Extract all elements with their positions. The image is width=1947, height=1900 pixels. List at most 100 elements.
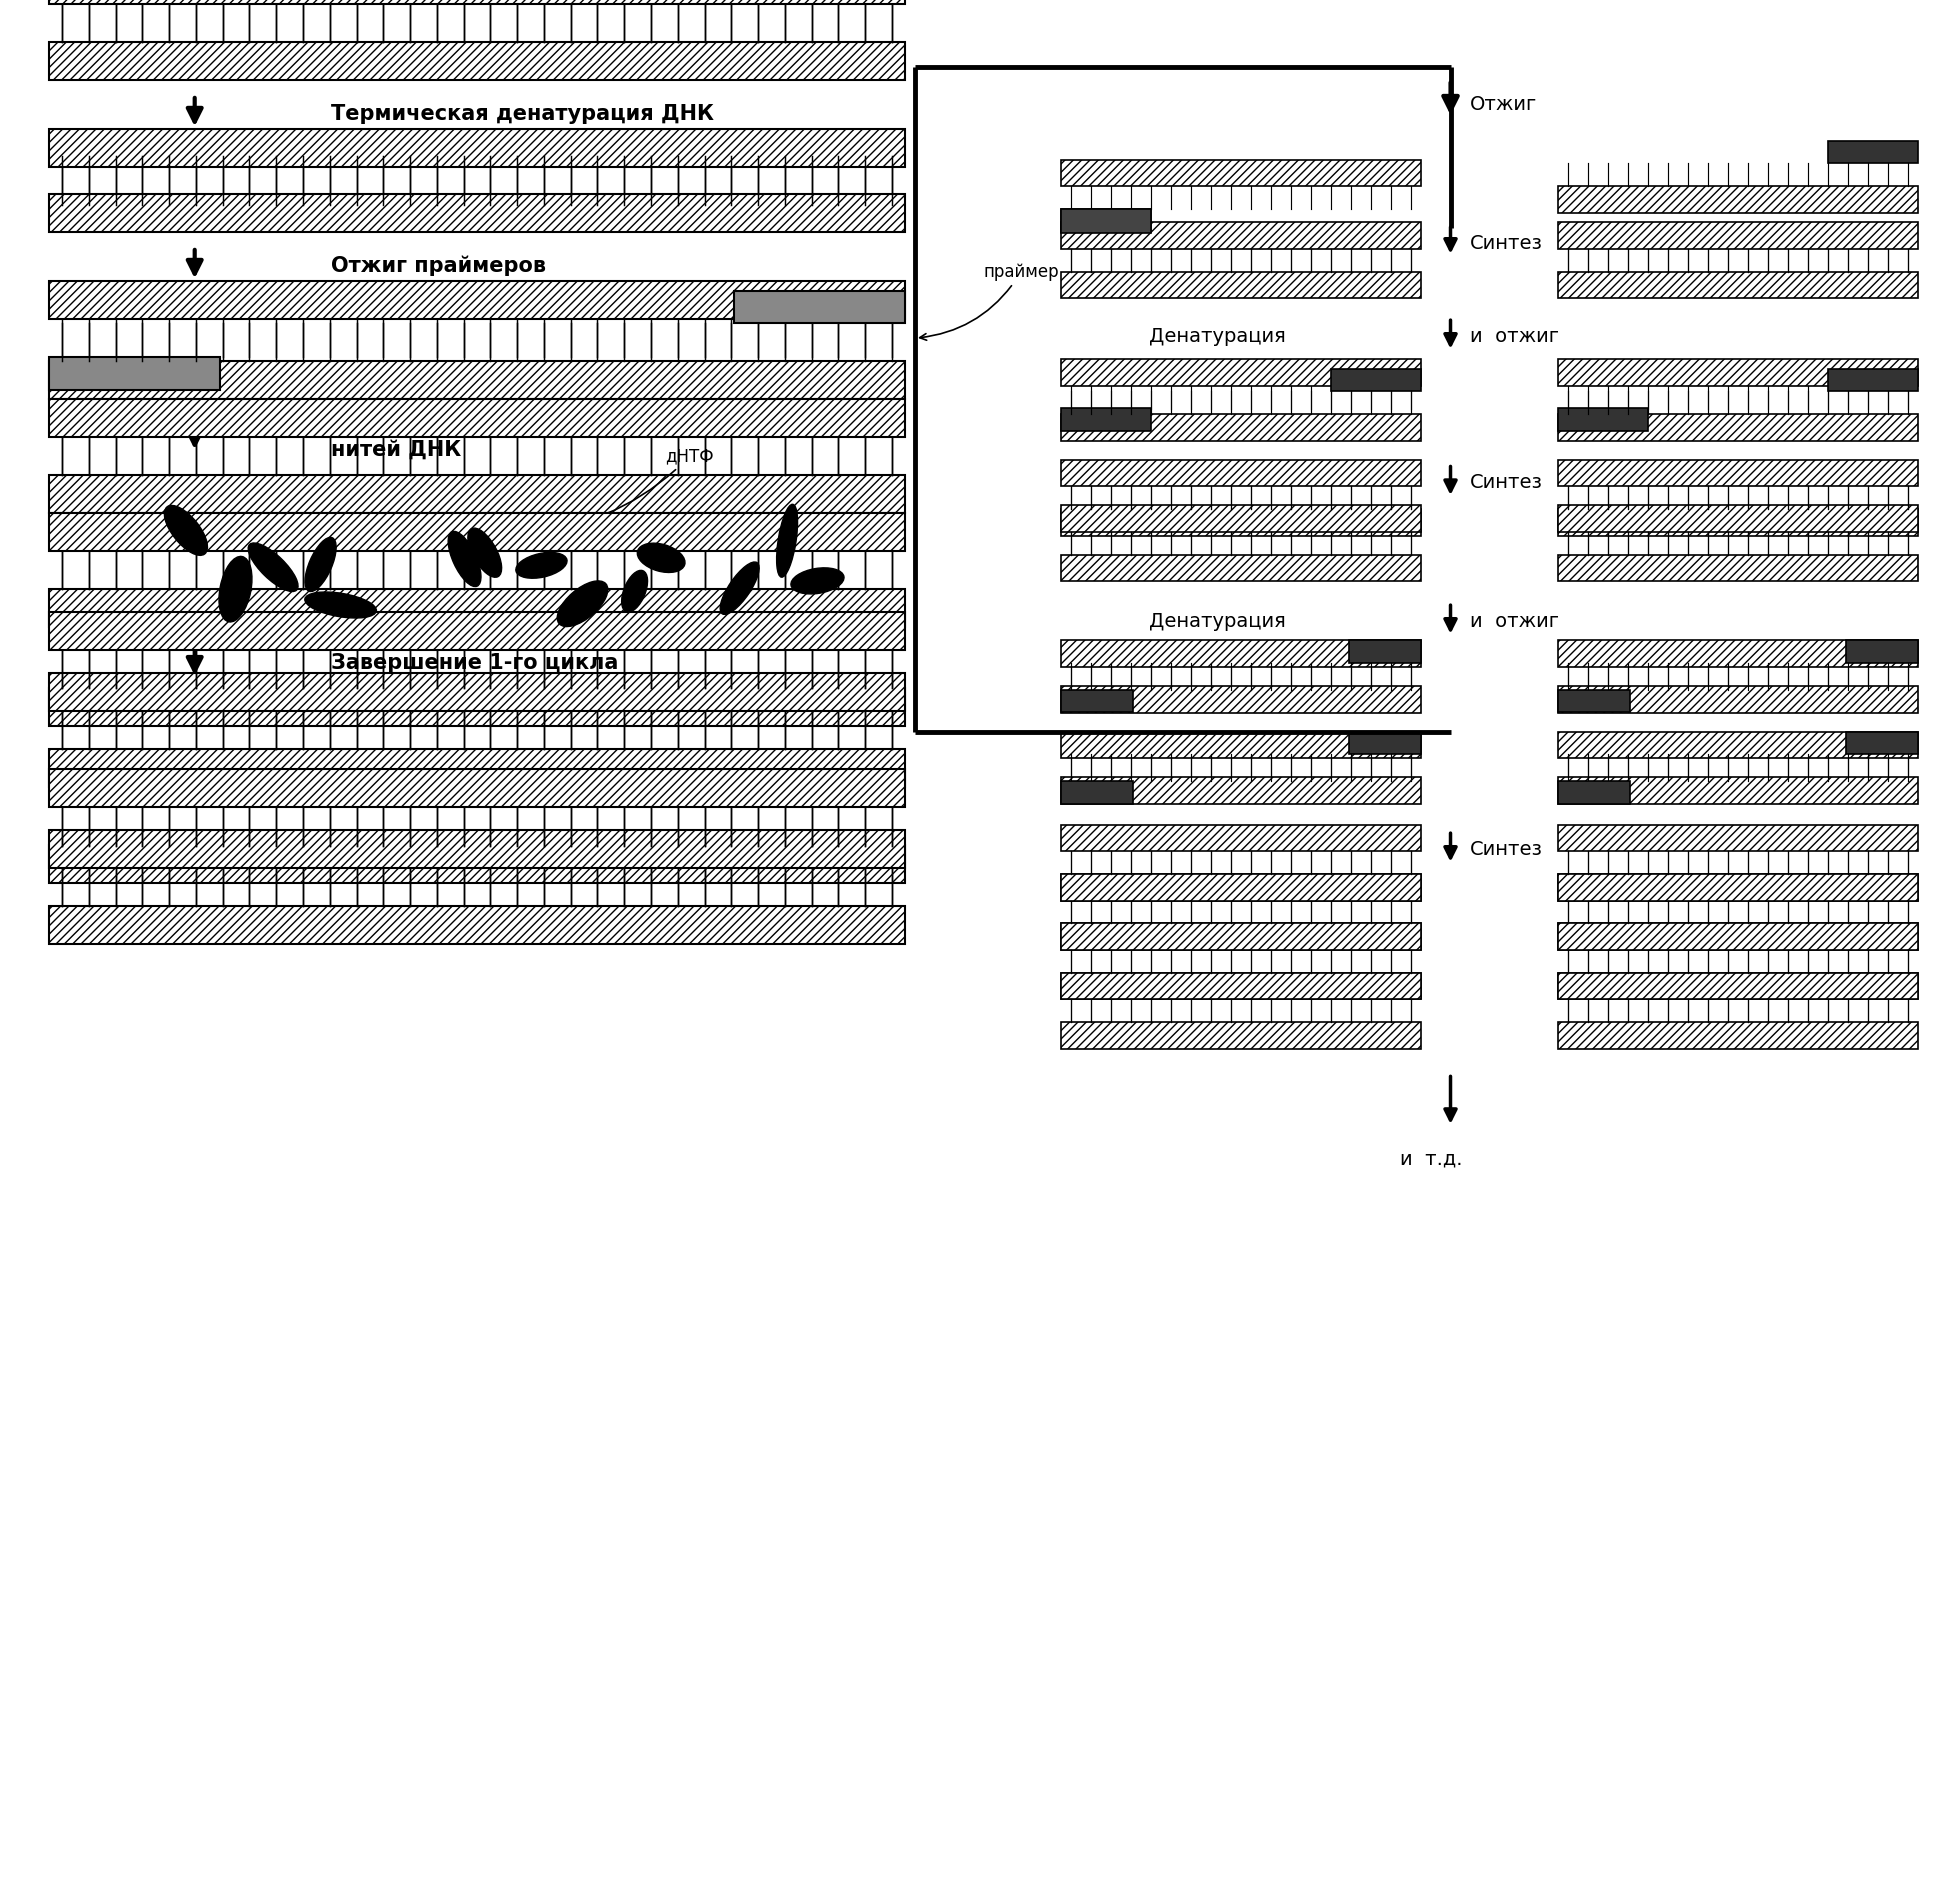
Bar bbox=[1061, 923, 1421, 950]
Bar bbox=[1558, 686, 1918, 712]
Bar bbox=[1061, 408, 1151, 431]
Bar bbox=[1558, 359, 1918, 386]
Bar bbox=[49, 475, 905, 513]
Bar bbox=[1061, 209, 1151, 232]
Bar bbox=[1061, 923, 1421, 950]
Ellipse shape bbox=[306, 593, 376, 618]
Bar bbox=[49, 281, 905, 319]
Text: и  отжиг: и отжиг bbox=[1470, 327, 1560, 346]
Bar bbox=[49, 673, 905, 711]
Bar bbox=[1558, 777, 1918, 804]
Bar bbox=[49, 0, 905, 4]
Text: Синтез: Синтез bbox=[1470, 234, 1542, 253]
Bar bbox=[1061, 160, 1421, 186]
Bar bbox=[1558, 555, 1918, 581]
Bar bbox=[49, 906, 905, 944]
Bar bbox=[1061, 874, 1421, 901]
Ellipse shape bbox=[247, 543, 298, 591]
Text: Отжиг праймеров: Отжиг праймеров bbox=[331, 256, 545, 275]
Bar bbox=[1349, 640, 1421, 663]
Bar bbox=[1846, 640, 1918, 663]
Text: Синтез: Синтез bbox=[1470, 840, 1542, 859]
Bar bbox=[1061, 359, 1421, 386]
Bar bbox=[1061, 640, 1421, 667]
Bar bbox=[1558, 408, 1647, 431]
Ellipse shape bbox=[516, 553, 567, 578]
Ellipse shape bbox=[637, 543, 685, 572]
Bar bbox=[1558, 923, 1918, 950]
Bar bbox=[49, 357, 220, 389]
Bar bbox=[1061, 272, 1421, 298]
Bar bbox=[1061, 209, 1151, 234]
Bar bbox=[1558, 874, 1918, 901]
Bar bbox=[49, 513, 905, 551]
Bar bbox=[1061, 1022, 1421, 1049]
Ellipse shape bbox=[218, 557, 251, 621]
Bar bbox=[1061, 825, 1421, 851]
Bar bbox=[1558, 272, 1918, 298]
Bar bbox=[1558, 781, 1630, 804]
Text: Термическая денатурация ДНК: Термическая денатурация ДНК bbox=[331, 104, 715, 124]
Bar bbox=[1061, 781, 1133, 804]
Text: праймер: праймер bbox=[919, 262, 1059, 340]
Bar bbox=[1061, 874, 1421, 901]
Text: Синтез: Синтез bbox=[1470, 473, 1542, 492]
Bar bbox=[1558, 973, 1918, 999]
Bar bbox=[1061, 460, 1421, 486]
Bar bbox=[1558, 505, 1918, 532]
Bar bbox=[1061, 777, 1421, 804]
Bar bbox=[1061, 690, 1133, 712]
Bar bbox=[1828, 369, 1918, 391]
Bar bbox=[49, 612, 905, 650]
Bar bbox=[49, 42, 905, 80]
Bar bbox=[1061, 686, 1421, 712]
Bar bbox=[49, 749, 905, 787]
Text: Завершение 1-го цикла: Завершение 1-го цикла bbox=[331, 654, 619, 673]
Bar bbox=[49, 770, 905, 807]
Bar bbox=[1061, 505, 1421, 532]
Bar bbox=[1558, 460, 1918, 486]
Bar bbox=[49, 846, 905, 884]
Bar bbox=[1846, 732, 1918, 754]
Text: Синтез комплементарных
нитей ДНК: Синтез комплементарных нитей ДНК bbox=[331, 414, 644, 460]
Bar bbox=[1558, 973, 1918, 999]
Bar bbox=[1332, 369, 1421, 391]
Bar bbox=[1558, 222, 1918, 249]
Bar bbox=[1558, 1022, 1918, 1049]
Bar bbox=[49, 830, 905, 868]
Bar bbox=[1558, 825, 1918, 851]
Text: Отжиг: Отжиг bbox=[1470, 95, 1538, 114]
Bar bbox=[49, 129, 905, 167]
Bar bbox=[49, 194, 905, 232]
Ellipse shape bbox=[777, 504, 798, 578]
Bar bbox=[1061, 509, 1421, 536]
Ellipse shape bbox=[790, 568, 843, 595]
Bar bbox=[1558, 509, 1918, 536]
Text: дНТФ: дНТФ bbox=[524, 446, 715, 534]
Bar bbox=[1061, 973, 1421, 999]
Text: и  т.д.: и т.д. bbox=[1400, 1150, 1462, 1168]
Bar bbox=[49, 688, 905, 726]
Bar bbox=[1061, 732, 1421, 758]
Bar bbox=[1558, 640, 1918, 667]
Ellipse shape bbox=[164, 505, 208, 555]
Bar bbox=[1558, 690, 1630, 712]
Text: и  отжиг: и отжиг bbox=[1470, 612, 1560, 631]
Ellipse shape bbox=[448, 532, 481, 587]
Bar bbox=[49, 361, 905, 399]
Bar bbox=[1061, 555, 1421, 581]
Ellipse shape bbox=[720, 562, 759, 614]
Bar bbox=[1061, 414, 1421, 441]
Bar bbox=[1558, 732, 1918, 758]
Ellipse shape bbox=[557, 581, 607, 627]
Ellipse shape bbox=[306, 538, 337, 591]
Text: и последующие циклы: и последующие циклы bbox=[331, 830, 611, 849]
Bar bbox=[49, 399, 905, 437]
Bar bbox=[49, 589, 905, 627]
Bar bbox=[1558, 874, 1918, 901]
Text: Денатурация: Денатурация bbox=[1149, 612, 1285, 631]
Ellipse shape bbox=[467, 528, 502, 578]
Bar bbox=[1558, 414, 1918, 441]
Bar bbox=[1061, 222, 1421, 249]
Text: Денатурация: Денатурация bbox=[1149, 327, 1285, 346]
